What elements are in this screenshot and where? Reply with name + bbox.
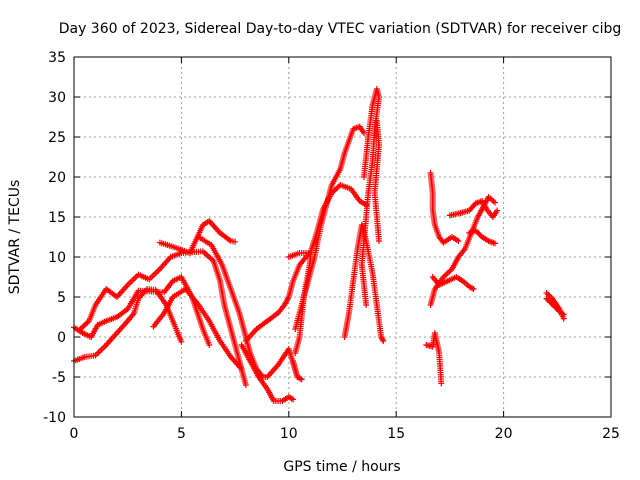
axis-ticks (73, 56, 612, 418)
data-point (238, 366, 245, 372)
x-tick-label: 10 (280, 426, 298, 442)
data-point (492, 199, 499, 206)
series-arc-t (423, 330, 445, 387)
data-point (292, 350, 299, 356)
data-point (379, 336, 386, 343)
y-tick-label: 5 (57, 290, 66, 306)
tick-labels: 0 5 10 15 20 25 -10 -5 0 5 10 15 20 25 30 35 (43, 50, 620, 442)
data-marks (71, 86, 567, 404)
data-point (492, 240, 499, 247)
series-arc-e (156, 218, 239, 256)
series-arc-v (543, 295, 567, 318)
y-tick-label: 35 (48, 50, 66, 66)
y-tick-label: -10 (43, 410, 66, 426)
data-point (560, 311, 567, 318)
y-tick-label: -5 (52, 370, 66, 386)
y-tick-label: 0 (57, 330, 66, 346)
data-point (298, 376, 305, 383)
series-arc-o (427, 170, 462, 246)
data-point (178, 338, 185, 345)
data-point (438, 380, 445, 387)
data-point (363, 302, 370, 308)
y-tick-label: 25 (48, 130, 66, 146)
x-axis-title: GPS time / hours (283, 459, 400, 475)
y-tick-label: 20 (48, 170, 66, 186)
series-arc-g (238, 342, 297, 404)
series-arc-n (371, 118, 383, 244)
data-point (376, 238, 383, 244)
y-tick-label: 10 (48, 250, 66, 266)
chart-title: Day 360 of 2023, Sidereal Day-to-day VTE… (59, 21, 622, 37)
plot-frame (73, 56, 612, 418)
data-point (470, 286, 477, 292)
data-point (363, 202, 370, 208)
data-point (455, 238, 462, 244)
series-arc-j (285, 182, 370, 260)
series-arc-d (150, 286, 245, 372)
data-point (380, 338, 387, 344)
y-tick-label: 15 (48, 210, 66, 226)
series-arc-i (290, 358, 305, 383)
data-point (206, 342, 213, 348)
x-tick-label: 5 (177, 426, 186, 442)
series-arc-l (341, 222, 387, 344)
series-arc-s (466, 227, 499, 247)
x-tick-label: 25 (602, 426, 620, 442)
series-arc-q (429, 274, 477, 292)
data-point (242, 382, 249, 388)
y-axis-title: SDTVAR / TECUs (7, 180, 23, 295)
x-tick-label: 0 (70, 426, 79, 442)
series-arc-r (446, 198, 501, 220)
grid (74, 57, 611, 417)
y-tick-label: 30 (48, 90, 66, 106)
data-point (290, 396, 297, 403)
series-arc-k (292, 123, 367, 332)
x-tick-label: 20 (495, 426, 513, 442)
data-point (494, 207, 501, 214)
data-point (232, 238, 239, 245)
x-tick-label: 15 (387, 426, 405, 442)
